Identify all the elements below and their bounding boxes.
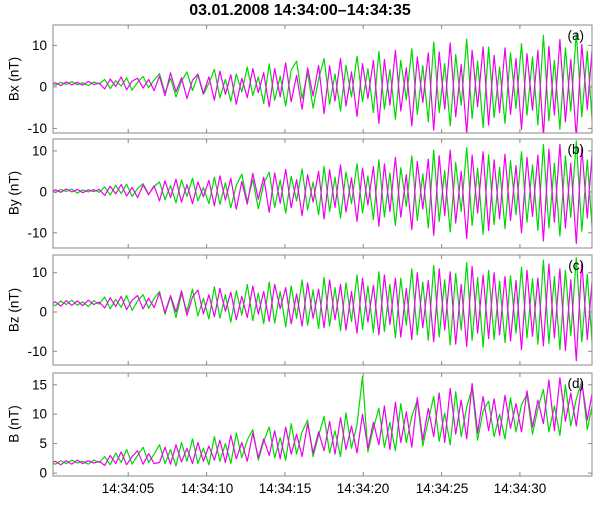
series-line-green xyxy=(53,32,592,130)
y-axis-label-bz: Bz (nT) xyxy=(6,287,22,333)
panel-letter-c: (c) xyxy=(568,258,584,273)
y-axis-label-by: By (nT) xyxy=(6,170,22,216)
y-axis-label-bx: Bx (nT) xyxy=(6,56,22,102)
y-tick-label: 5 xyxy=(39,436,47,451)
y-tick-label: 0 xyxy=(39,466,47,481)
panel-letter-b: (b) xyxy=(567,142,585,157)
chart-title: 03.01.2008 14:34:00–14:34:35 xyxy=(189,2,411,19)
x-tick-label: 14:34:25 xyxy=(415,481,469,496)
series-line-magenta xyxy=(53,261,592,362)
x-tick-label: 14:34:15 xyxy=(258,481,312,496)
panel-frame xyxy=(52,24,593,134)
x-tick-label: 14:34:20 xyxy=(336,481,390,496)
panel-letter-d: (d) xyxy=(567,376,585,391)
x-tick-label: 14:34:10 xyxy=(180,481,234,496)
y-tick-label: -10 xyxy=(27,225,47,240)
series-line-magenta xyxy=(53,143,592,245)
y-axis-label-b: B (nT) xyxy=(6,405,22,443)
series-line-magenta xyxy=(53,38,592,133)
y-tick-label: 10 xyxy=(32,38,47,53)
panel-frame xyxy=(52,138,593,249)
y-tick-label: 0 xyxy=(39,79,47,94)
series-line-magenta xyxy=(53,377,592,466)
y-tick-label: 15 xyxy=(32,377,47,392)
x-tick-label: 14:34:30 xyxy=(493,481,547,496)
series-line-green xyxy=(53,375,592,467)
y-tick-label: 10 xyxy=(32,265,47,280)
y-tick-label: 10 xyxy=(32,407,47,422)
y-tick-label: 0 xyxy=(39,184,47,199)
panel-frame xyxy=(52,254,593,366)
y-tick-label: -10 xyxy=(27,344,47,359)
panel-frame xyxy=(52,372,593,477)
y-tick-label: 0 xyxy=(39,304,47,319)
y-tick-label: 10 xyxy=(32,143,47,158)
y-tick-label: -10 xyxy=(27,121,47,136)
x-tick-label: 14:34:05 xyxy=(101,481,155,496)
panel-letter-a: (a) xyxy=(567,28,585,43)
